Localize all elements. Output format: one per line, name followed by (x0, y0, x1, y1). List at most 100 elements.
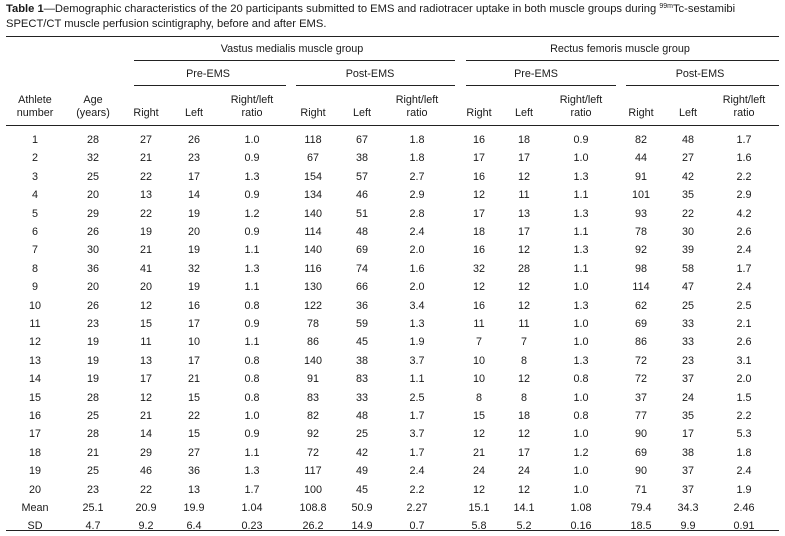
cell-vm-post-right: 91 (306, 373, 320, 386)
cell-vm-post-left: 36 (355, 299, 369, 312)
cell-rf-pre-right: 12 (472, 428, 486, 441)
cell-vm-pre-ratio: 1.0 (244, 410, 260, 422)
cell-vm-pre-ratio: 0.9 (244, 189, 260, 202)
cell-vm-post-right: 114 (304, 226, 322, 238)
cell-vm-post-ratio: 3.7 (409, 354, 425, 367)
cell-vm-post-left: 46 (355, 189, 369, 202)
cell-vm-post-left: 25 (355, 428, 369, 441)
cell-vm-pre-ratio: 0.9 (244, 318, 260, 330)
cell-vm-post-right: 86 (306, 336, 320, 349)
cell-rf-pre-ratio: 0.9 (573, 134, 589, 146)
cell-rf-pre-right: 11 (473, 318, 485, 330)
cell-rf-post-left: 33 (681, 336, 695, 349)
cell-athlete: 15 (28, 391, 42, 404)
cell-athlete: 3 (31, 170, 39, 183)
cell-vm-pre-left: 22 (187, 410, 201, 422)
cell-rf-post-ratio: 1.5 (736, 391, 752, 404)
cell-vm-post-ratio: 2.0 (409, 244, 425, 257)
cell-vm-pre-left: 15 (187, 428, 201, 441)
cell-vm-post-left: 74 (355, 262, 369, 275)
table-bottom-rule (6, 530, 779, 531)
cell-vm-post-right: 118 (304, 134, 322, 146)
cell-vm-pre-right: 46 (139, 465, 153, 478)
cell-rf-pre-left: 12 (517, 170, 531, 183)
cell-rf-pre-left: 14.1 (513, 502, 535, 514)
cell-vm-pre-right: 12 (139, 299, 153, 312)
cell-rf-pre-ratio: 1.0 (573, 281, 589, 294)
cell-athlete: 20 (28, 483, 42, 496)
rf-post-header: Post-EMS (675, 68, 725, 80)
cell-vm-pre-left: 23 (187, 152, 201, 165)
cell-rf-pre-ratio: 1.0 (573, 391, 589, 404)
cell-vm-pre-left: 19 (187, 207, 201, 220)
col-vm-post-ratio: Right/left ratio (395, 94, 439, 119)
cell-rf-pre-ratio: 1.0 (573, 465, 589, 478)
cell-vm-post-left: 48 (355, 410, 369, 422)
cell-vm-pre-left: 10 (187, 336, 201, 349)
cell-rf-pre-ratio: 1.08 (570, 502, 592, 514)
cell-rf-post-left: 35 (681, 410, 695, 422)
cell-age: 21 (86, 446, 100, 459)
cell-rf-post-ratio: 2.5 (736, 299, 752, 312)
cell-vm-post-ratio: 3.4 (409, 299, 425, 312)
cell-rf-pre-ratio: 1.0 (573, 152, 589, 165)
cell-rf-post-right: 101 (631, 189, 651, 202)
cell-age: 25 (86, 170, 100, 183)
col-age-header: Age (years) (76, 94, 110, 119)
cell-rf-post-left: 33 (681, 318, 695, 330)
cell-vm-post-right: 134 (303, 189, 323, 202)
cell-rf-post-left: 27 (681, 152, 695, 165)
cell-rf-post-right: 90 (634, 428, 648, 441)
cell-rf-pre-ratio: 1.1 (573, 189, 589, 202)
cell-vm-post-ratio: 1.7 (409, 446, 425, 459)
cell-vm-pre-left: 13 (187, 483, 201, 496)
cell-athlete: 4 (31, 189, 39, 202)
cell-vm-post-ratio: 2.7 (409, 170, 425, 183)
col-vm-post-right: Right (300, 107, 326, 119)
cell-vm-post-right: 67 (306, 152, 320, 165)
cell-age: 28 (86, 134, 100, 146)
vm-post-rule (296, 85, 455, 86)
cell-vm-post-ratio: 1.1 (409, 373, 425, 386)
cell-vm-pre-right: 21 (139, 244, 153, 257)
cell-vm-post-left: 67 (355, 134, 369, 146)
cell-rf-pre-left: 17 (517, 226, 531, 238)
cell-athlete: 1 (31, 134, 39, 146)
cell-athlete: 5 (31, 207, 39, 220)
col-rf-pre-left: Left (514, 107, 534, 119)
cell-rf-pre-right: 7 (475, 336, 483, 349)
cell-rf-pre-left: 12 (517, 281, 531, 294)
cell-vm-pre-left: 16 (187, 299, 201, 312)
cell-rf-pre-ratio: 1.3 (573, 207, 589, 220)
cell-vm-pre-left: 6.4 (186, 520, 202, 533)
cell-vm-pre-ratio: 0.8 (244, 299, 260, 312)
cell-vm-pre-left: 19 (187, 281, 201, 294)
cell-rf-post-left: 17 (681, 428, 695, 441)
cell-rf-pre-left: 8 (520, 354, 528, 367)
cell-rf-post-ratio: 2.9 (736, 189, 752, 202)
cell-vm-post-left: 45 (355, 336, 369, 349)
cell-vm-post-ratio: 2.5 (409, 391, 425, 404)
cell-age: 30 (86, 244, 100, 257)
cell-vm-post-left: 51 (355, 207, 369, 220)
cell-rf-post-ratio: 2.2 (736, 410, 752, 422)
col-vm-pre-right: Right (133, 107, 159, 119)
cell-rf-post-left: 38 (681, 446, 695, 459)
cell-vm-pre-left: 36 (187, 465, 201, 478)
caption-isotope-superscript: 99m (659, 3, 673, 10)
cell-vm-post-right: 140 (303, 354, 323, 367)
cell-rf-post-ratio: 1.6 (736, 152, 752, 165)
cell-rf-pre-right: 16 (472, 170, 486, 183)
cell-rf-post-left: 37 (681, 373, 695, 386)
cell-rf-pre-right: 17 (472, 152, 486, 165)
cell-athlete: 10 (28, 299, 42, 312)
cell-vm-post-ratio: 2.8 (409, 207, 425, 220)
cell-rf-pre-left: 18 (517, 410, 531, 422)
cell-rf-pre-ratio: 1.0 (573, 318, 589, 330)
cell-vm-post-ratio: 0.7 (409, 520, 425, 533)
cell-rf-post-ratio: 0.91 (733, 520, 755, 533)
cell-athlete: 18 (28, 446, 42, 459)
cell-vm-post-ratio: 2.4 (409, 465, 425, 478)
cell-rf-post-right: 44 (634, 152, 648, 165)
cell-rf-pre-ratio: 1.0 (573, 483, 589, 496)
